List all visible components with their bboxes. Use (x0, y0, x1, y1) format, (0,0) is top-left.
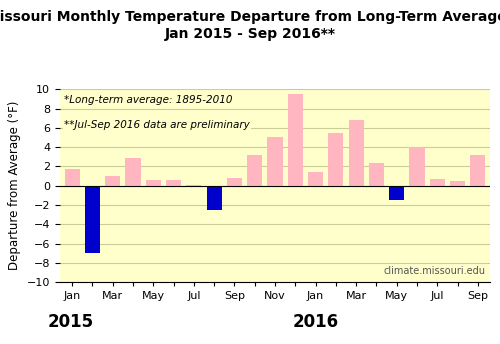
Bar (166, 180, 181, 186)
Bar (328, 133, 344, 186)
Bar (206, 186, 222, 210)
Text: climate.missouri.edu: climate.missouri.edu (384, 266, 486, 276)
Bar (126, 158, 140, 186)
Bar (389, 186, 404, 200)
Bar (105, 176, 120, 186)
Text: *Long-term average: 1895-2010: *Long-term average: 1895-2010 (64, 95, 233, 105)
Text: 2015: 2015 (47, 313, 94, 331)
Bar (288, 94, 303, 186)
Bar (369, 163, 384, 186)
Text: Missouri Monthly Temperature Departure from Long-Term Average*
Jan 2015 - Sep 20: Missouri Monthly Temperature Departure f… (0, 10, 500, 41)
Bar (268, 137, 282, 186)
Bar (64, 169, 80, 186)
Bar (348, 120, 364, 186)
Bar (308, 172, 323, 186)
Bar (450, 181, 465, 186)
Bar (85, 186, 100, 253)
Text: **Jul-Sep 2016 data are preliminary: **Jul-Sep 2016 data are preliminary (64, 120, 250, 130)
Bar (227, 178, 242, 186)
Bar (430, 179, 445, 186)
Y-axis label: Departure from Average (°F): Departure from Average (°F) (8, 101, 22, 270)
Bar (247, 155, 262, 186)
Bar (470, 155, 486, 186)
Bar (146, 180, 161, 186)
Bar (410, 147, 424, 186)
Text: 2016: 2016 (293, 313, 339, 331)
Bar (186, 185, 202, 186)
